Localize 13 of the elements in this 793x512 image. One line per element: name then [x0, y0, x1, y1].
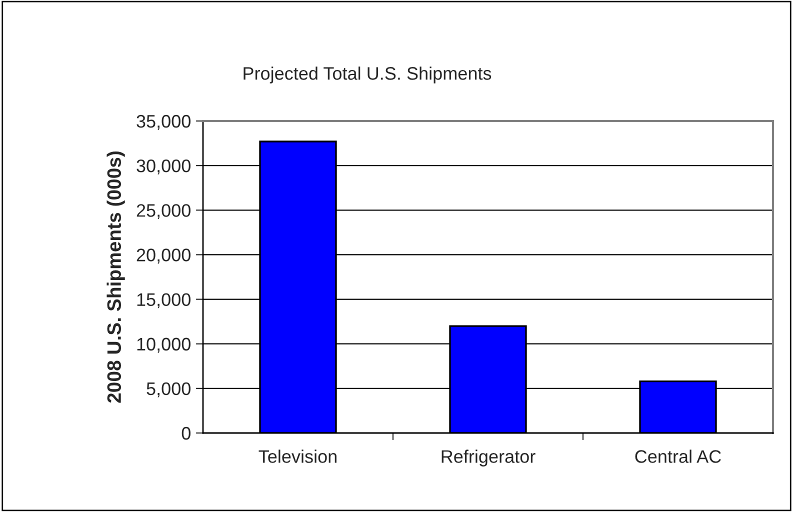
x-tick-label: Television [258, 450, 336, 463]
x-tick-label: Central AC [635, 450, 721, 463]
y-tick-label: 30,000 [136, 160, 190, 174]
y-tick-label: 25,000 [136, 204, 190, 219]
y-axis-title: 2008 U.S. Shipments (000s) [106, 152, 125, 403]
x-tick-label: Refrigerator [442, 450, 536, 466]
y-tick-label: 10,000 [137, 338, 190, 353]
y-tick-label: 35,000 [136, 114, 190, 130]
y-tick-label: 5,000 [146, 382, 190, 398]
y-tick-label: 20,000 [136, 248, 190, 264]
y-tick-label: 0 [182, 426, 190, 440]
y-tick-label: 15,000 [137, 293, 190, 308]
chart-title: Projected Total U.S. Shipments [244, 66, 492, 84]
